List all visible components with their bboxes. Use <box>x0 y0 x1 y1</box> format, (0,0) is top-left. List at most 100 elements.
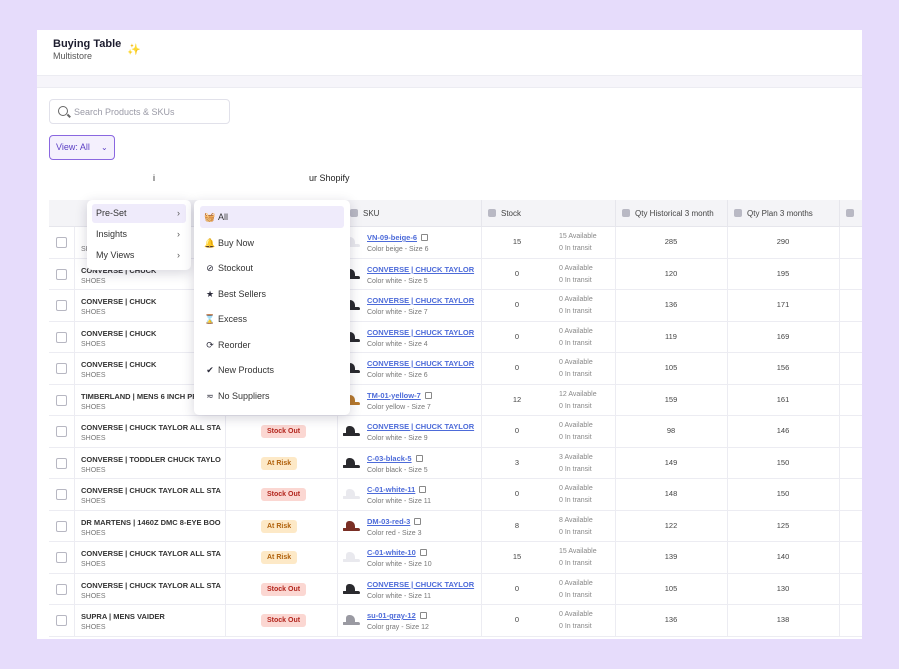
search-box[interactable] <box>49 99 230 124</box>
menu-item-label: Buy Now <box>218 237 255 248</box>
cell-divider <box>839 384 840 416</box>
row-checkbox[interactable] <box>56 394 67 406</box>
status-badge: At Risk <box>261 519 298 533</box>
product-name: CONVERSE | CHUCK <box>81 297 157 306</box>
qty-historical-value: 98 <box>666 426 676 435</box>
cell-divider <box>74 573 75 605</box>
preset-item-best-sellers[interactable]: ★ Best Sellers <box>200 283 344 305</box>
cell-divider <box>727 573 728 605</box>
filter-off-icon: ≂ <box>206 390 214 401</box>
menu-item-pre-set[interactable]: Pre-Set › <box>92 204 186 223</box>
table-row[interactable]: CONVERSE | CHUCK SHOES CONVERSE | CHUCK TA… <box>49 353 862 385</box>
copy-icon[interactable] <box>421 234 429 241</box>
row-checkbox[interactable] <box>56 520 67 532</box>
preset-item-all[interactable]: 🧺 All <box>200 206 344 228</box>
view-dropdown-button[interactable]: View: All ⌄ <box>49 135 115 160</box>
sku-link[interactable]: CONVERSE | CHUCK TAYLOR <box>367 359 474 368</box>
page-subtitle: Multistore <box>53 51 93 61</box>
column-header-sku[interactable]: SKU <box>343 200 486 227</box>
menu-item-label: No Suppliers <box>218 390 270 401</box>
table-row[interactable]: CONVERSE | CHUCK TAYLOR ALL STA SHOES Stoc… <box>49 416 862 448</box>
menu-item-insights[interactable]: Insights › <box>92 225 186 244</box>
table-row[interactable]: CONVERSE | CHUCK TAYLOR ALL STA SHOES Stoc… <box>49 479 862 511</box>
preset-item-reorder[interactable]: ⟳ Reorder <box>200 334 344 356</box>
cell-divider <box>839 542 840 573</box>
available-count: 12 Available <box>559 390 597 398</box>
row-checkbox[interactable] <box>56 300 67 311</box>
view-menu: Pre-Set › Insights › My Views › <box>87 200 191 270</box>
row-checkbox[interactable] <box>56 457 67 469</box>
row-checkbox[interactable] <box>56 552 67 563</box>
sku-link[interactable]: DM-03-red-3 <box>367 517 422 526</box>
product-thumbnail <box>343 363 360 373</box>
product-thumbnail <box>343 520 360 531</box>
copy-icon[interactable] <box>419 612 427 619</box>
cell-divider <box>727 258 728 290</box>
row-checkbox[interactable] <box>56 237 67 248</box>
copy-icon[interactable] <box>419 549 427 556</box>
row-checkbox[interactable] <box>56 363 67 374</box>
cell-divider <box>481 321 482 353</box>
sku-link[interactable]: C-01-white-10 <box>367 548 427 557</box>
sku-link[interactable]: CONVERSE | CHUCK TAYLOR <box>367 296 474 305</box>
sku-link[interactable]: CONVERSE | CHUCK TAYLOR <box>367 422 474 431</box>
sku-link[interactable]: TM-01-yellow-7 <box>367 391 432 400</box>
row-checkbox[interactable] <box>56 426 67 437</box>
column-header-qty-plan[interactable]: Qty Plan 3 months <box>727 200 839 227</box>
column-header-stock[interactable]: Stock <box>481 200 616 227</box>
qty-plan-value: 146 <box>776 426 790 435</box>
row-checkbox[interactable] <box>56 489 67 500</box>
cell-divider <box>615 227 616 258</box>
copy-icon[interactable] <box>424 391 432 399</box>
sku-link[interactable]: CONVERSE | CHUCK TAYLOR <box>367 580 474 589</box>
cell-divider <box>225 542 226 573</box>
table-row[interactable]: CONVERSE | TODDLER CHUCK TAYLO SHOES At Ri… <box>49 447 862 479</box>
table-row[interactable]: CONVERSE | CHUCK SHOES CONVERSE | CHUCK TA… <box>49 321 862 353</box>
column-header-qty-historical[interactable]: Qty Historical 3 month <box>615 200 727 227</box>
table-row[interactable]: SUPRA | MENS VAIDER SHOES Stock Out su-01-g… <box>49 605 862 637</box>
table-row[interactable]: CONVERSE | CHUCK SHOES CONVERSE | CHUCK TA… <box>49 290 862 322</box>
sku-link[interactable]: CONVERSE | CHUCK TAYLOR <box>367 265 474 274</box>
row-checkbox[interactable] <box>56 583 67 595</box>
copy-icon[interactable] <box>415 454 423 462</box>
preset-item-no-suppliers[interactable]: ≂ No Suppliers <box>200 385 344 407</box>
preset-item-stockout[interactable]: ⊘ Stockout <box>200 257 344 279</box>
preset-item-excess[interactable]: ⌛ Excess <box>200 308 344 330</box>
stock-value: 3 <box>514 457 520 467</box>
page-header: Buying Table Multistore ✨ <box>37 30 862 76</box>
table-row[interactable]: CONVERSE | CHUCK TAYLOR ALL STA SHOES Stoc… <box>49 573 862 605</box>
cell-divider <box>839 353 840 384</box>
view-label: View: All <box>56 142 90 152</box>
preset-item-new-products[interactable]: ✔ New Products <box>200 359 344 381</box>
sku-link[interactable]: VN-09-beige-6 <box>367 233 429 242</box>
thumbnail-sole <box>343 370 360 373</box>
sku-link[interactable]: C-03-black-5 <box>367 454 423 463</box>
sku-variant: Color red - Size 3 <box>367 529 422 537</box>
basket-icon: 🧺 <box>204 212 216 222</box>
qty-historical-value: 285 <box>664 237 678 246</box>
sku-link[interactable]: C-01-white-11 <box>367 485 427 494</box>
cell-divider <box>225 605 226 636</box>
search-input[interactable] <box>74 104 224 120</box>
cell-divider <box>839 290 840 321</box>
table-row[interactable]: CONVERSE | CHUCK TAYLOR ALL STA SHOES At R… <box>49 542 862 574</box>
product-thumbnail <box>343 331 360 342</box>
copy-icon[interactable] <box>419 486 427 493</box>
copy-icon[interactable] <box>414 517 422 525</box>
row-checkbox[interactable] <box>56 268 67 280</box>
qty-plan-value: 171 <box>776 300 790 309</box>
row-checkbox[interactable] <box>56 615 67 626</box>
preset-item-buy-now[interactable]: 🔔 Buy Now <box>200 232 344 254</box>
page-title: Buying Table <box>53 38 122 50</box>
menu-item-my-views[interactable]: My Views › <box>92 246 186 265</box>
table-row[interactable]: TIMBERLAND | MENS 6 INCH PREMIUMSHOESAt … <box>49 384 862 416</box>
cell-divider <box>615 321 616 353</box>
cell-divider <box>839 416 840 447</box>
table-row[interactable]: DR MARTENS | 1460Z DMC 8-EYE BOO SHOES At … <box>49 510 862 542</box>
in-transit-count: 0 In transit <box>559 339 592 347</box>
sku-link[interactable]: su-01-gray-12 <box>367 611 427 620</box>
column-header-more[interactable] <box>839 200 862 227</box>
row-checkbox[interactable] <box>56 331 67 343</box>
sku-link[interactable]: CONVERSE | CHUCK TAYLOR <box>367 328 474 337</box>
table-row[interactable]: CONVERSE | CHUCK SHOES CONVERSE | CHUCK TA… <box>49 258 862 290</box>
